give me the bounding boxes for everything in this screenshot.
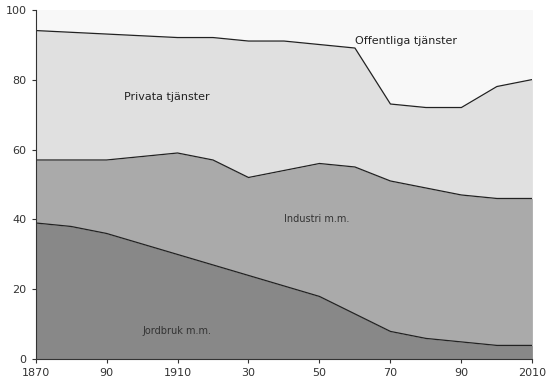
Text: Offentliga tjänster: Offentliga tjänster [355,36,457,46]
Text: Industri m.m.: Industri m.m. [284,215,349,225]
Text: Jordbruk m.m.: Jordbruk m.m. [142,326,211,336]
Text: Privata tjänster: Privata tjänster [124,92,210,102]
